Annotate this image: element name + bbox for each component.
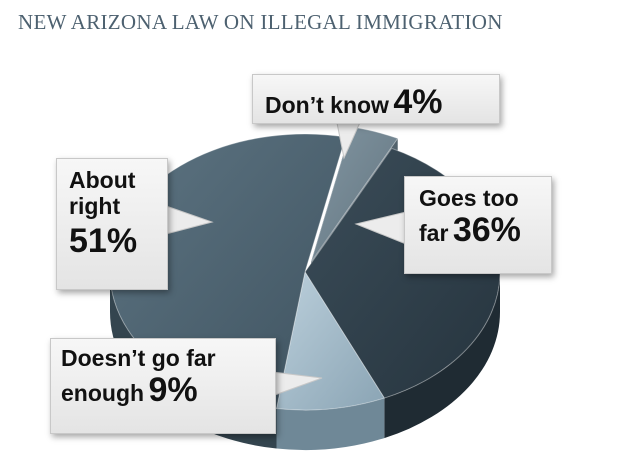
callout-about-right: About right 51%: [56, 158, 168, 290]
value-dont-know: 4%: [393, 83, 443, 121]
value-goes-too-far: 36%: [452, 211, 521, 250]
label-goes-too-far-line2: far: [419, 220, 449, 247]
label-about-right-line2: right: [69, 193, 121, 220]
chart-title: NEW ARIZONA LAW ON ILLEGAL IMMIGRATION: [18, 10, 503, 34]
callout-goes-too-far: Goes too far 36%: [404, 176, 552, 274]
label-about-right-line1: About: [69, 167, 136, 193]
label-not-far-enough-line2: enough: [61, 380, 145, 407]
label-not-far-enough-line1: Doesn’t go far: [61, 345, 216, 371]
callout-doesnt-go-far-enough: Doesn’t go far enough 9%: [50, 338, 276, 434]
value-not-far-enough: 9%: [148, 371, 198, 410]
callout-dont-know: Don’t know 4%: [252, 74, 500, 124]
slice-doesnt-go-far-enough-side: [276, 398, 385, 451]
label-goes-too-far-line1: Goes too: [419, 185, 519, 211]
value-about-right: 51%: [69, 221, 138, 260]
slice-goes-too-far-side: [384, 272, 500, 439]
label-dont-know: Don’t know: [265, 92, 389, 118]
